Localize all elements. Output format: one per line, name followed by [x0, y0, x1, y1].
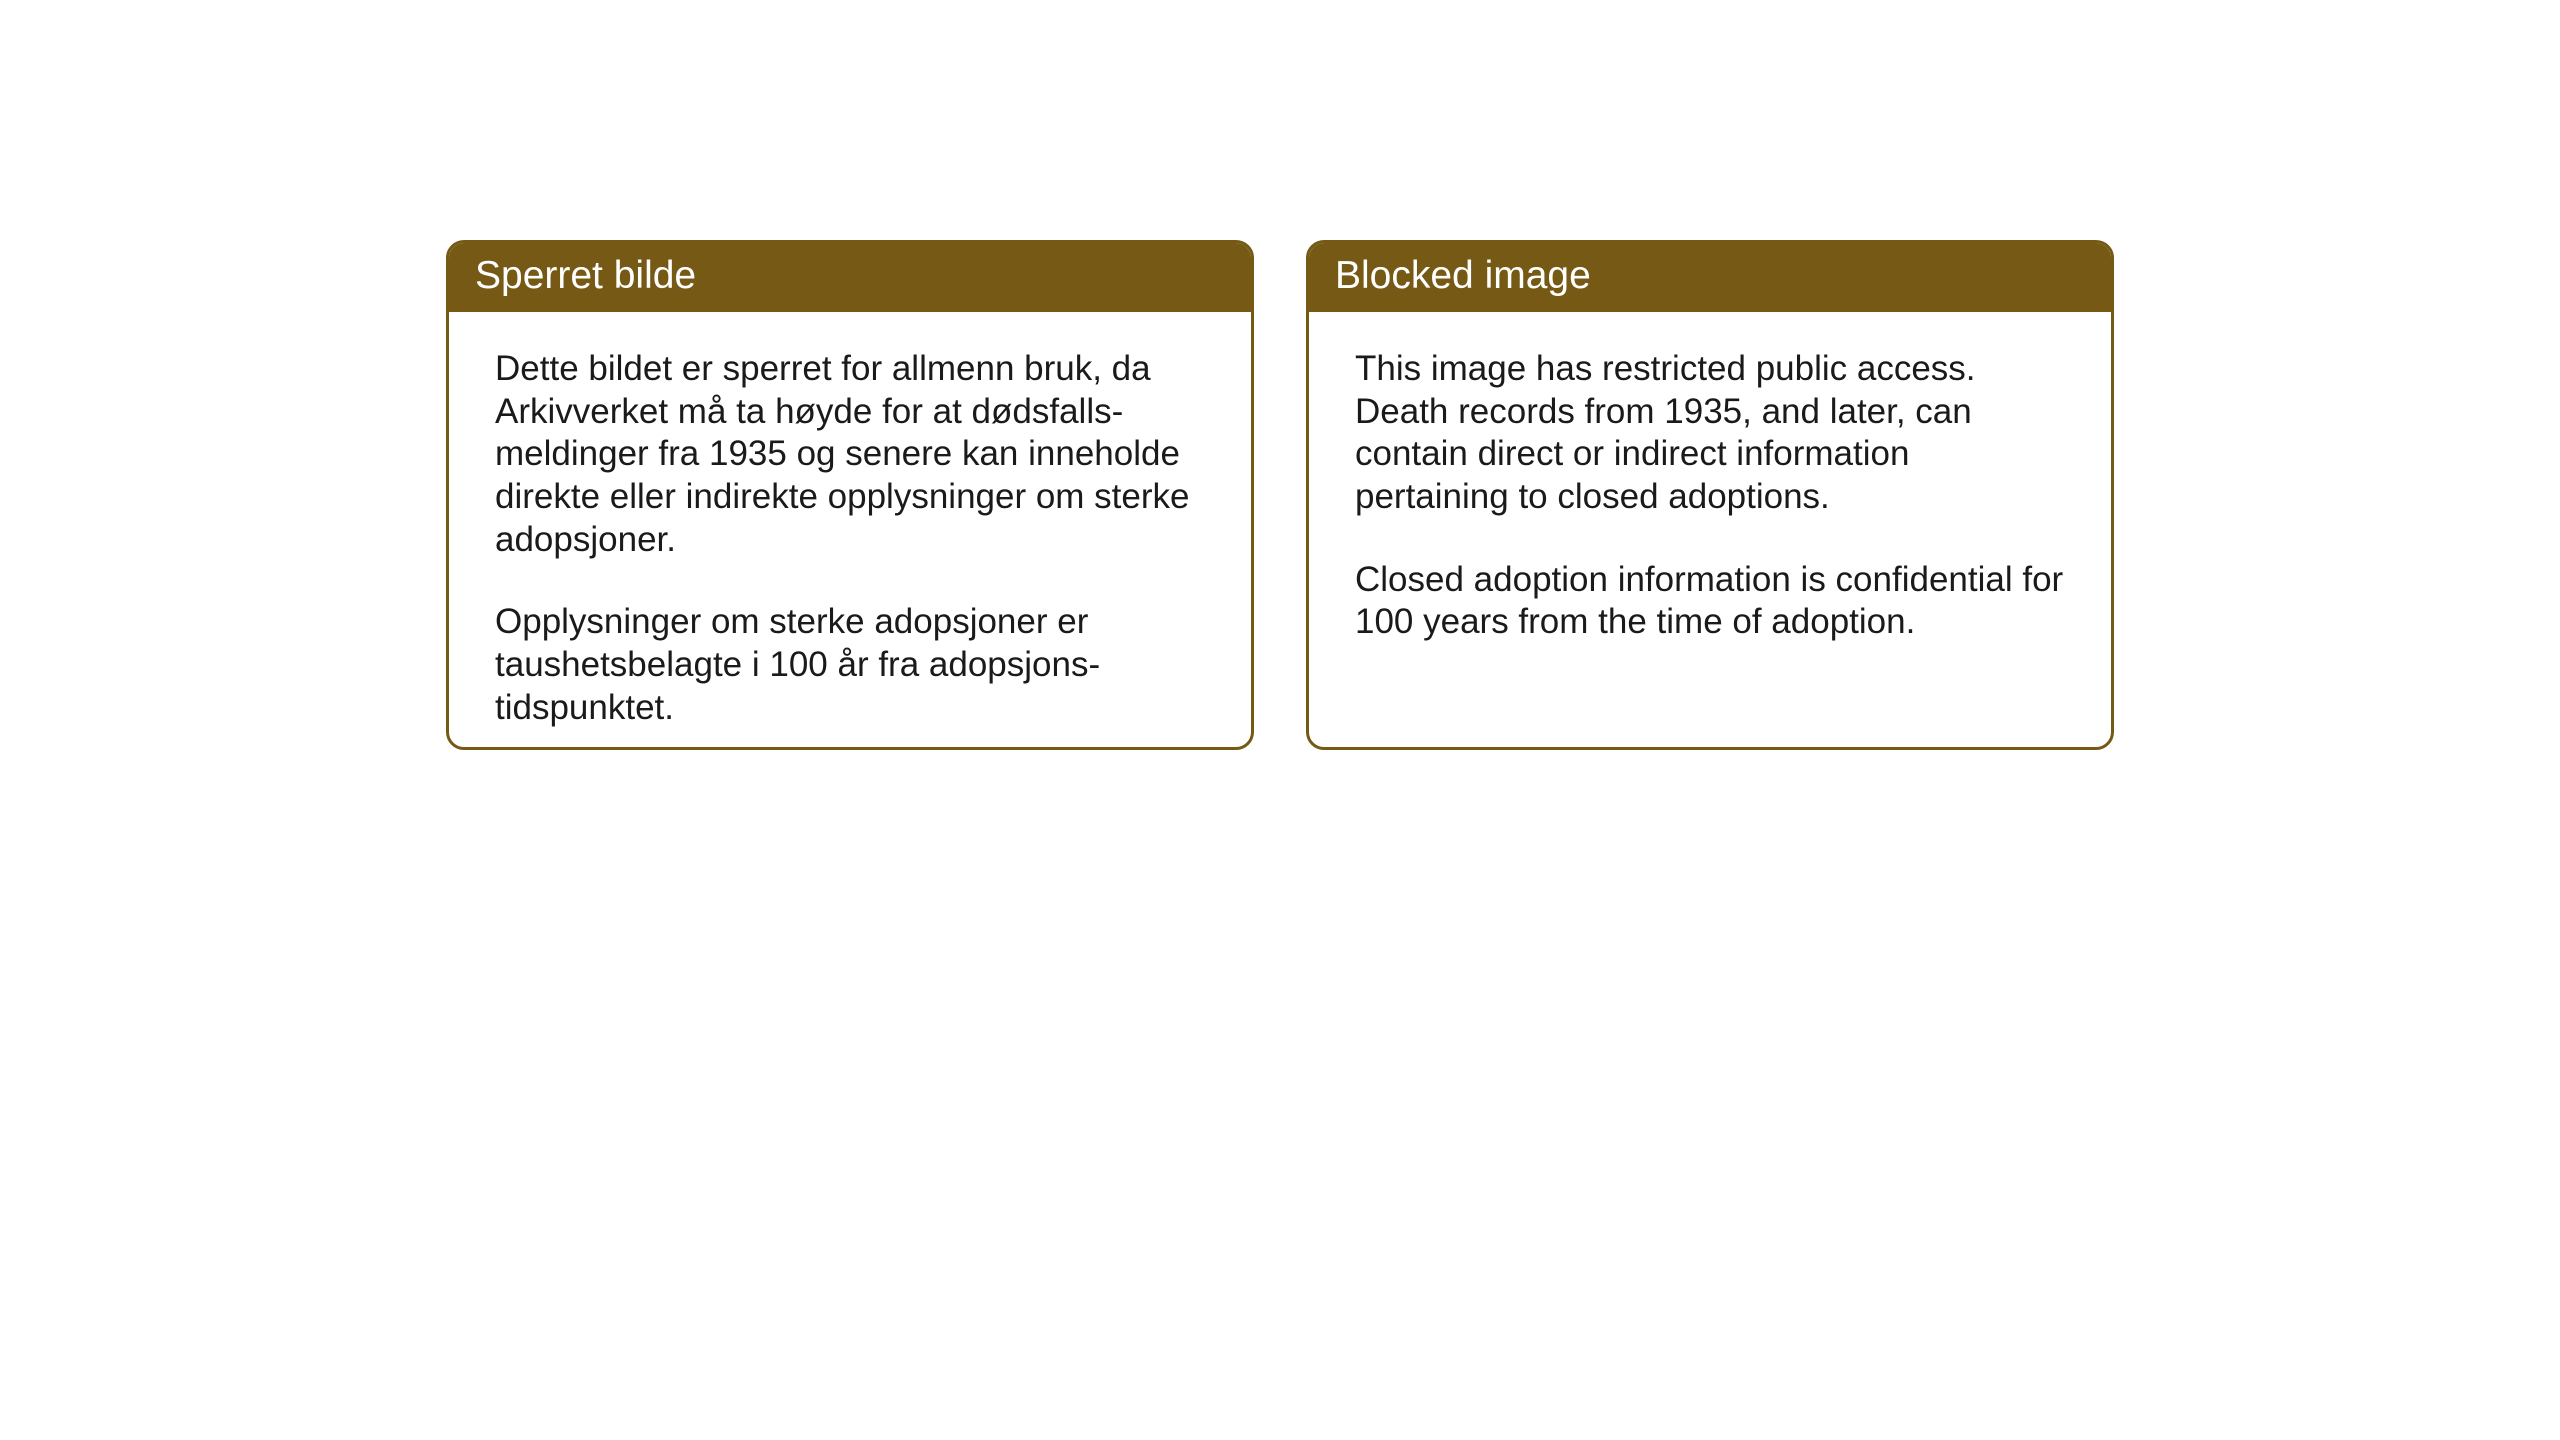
card-header-english: Blocked image	[1309, 243, 2111, 312]
notice-paragraph: Dette bildet er sperret for allmenn bruk…	[495, 348, 1211, 561]
notice-paragraph: Opplysninger om sterke adopsjoner er tau…	[495, 601, 1211, 729]
card-body-english: This image has restricted public access.…	[1309, 312, 2111, 680]
card-header-norwegian: Sperret bilde	[449, 243, 1251, 312]
notice-paragraph: Closed adoption information is confident…	[1355, 559, 2071, 644]
card-body-norwegian: Dette bildet er sperret for allmenn bruk…	[449, 312, 1251, 750]
notice-cards-container: Sperret bilde Dette bildet er sperret fo…	[446, 240, 2114, 750]
notice-paragraph: This image has restricted public access.…	[1355, 348, 2071, 519]
notice-card-norwegian: Sperret bilde Dette bildet er sperret fo…	[446, 240, 1254, 750]
notice-card-english: Blocked image This image has restricted …	[1306, 240, 2114, 750]
